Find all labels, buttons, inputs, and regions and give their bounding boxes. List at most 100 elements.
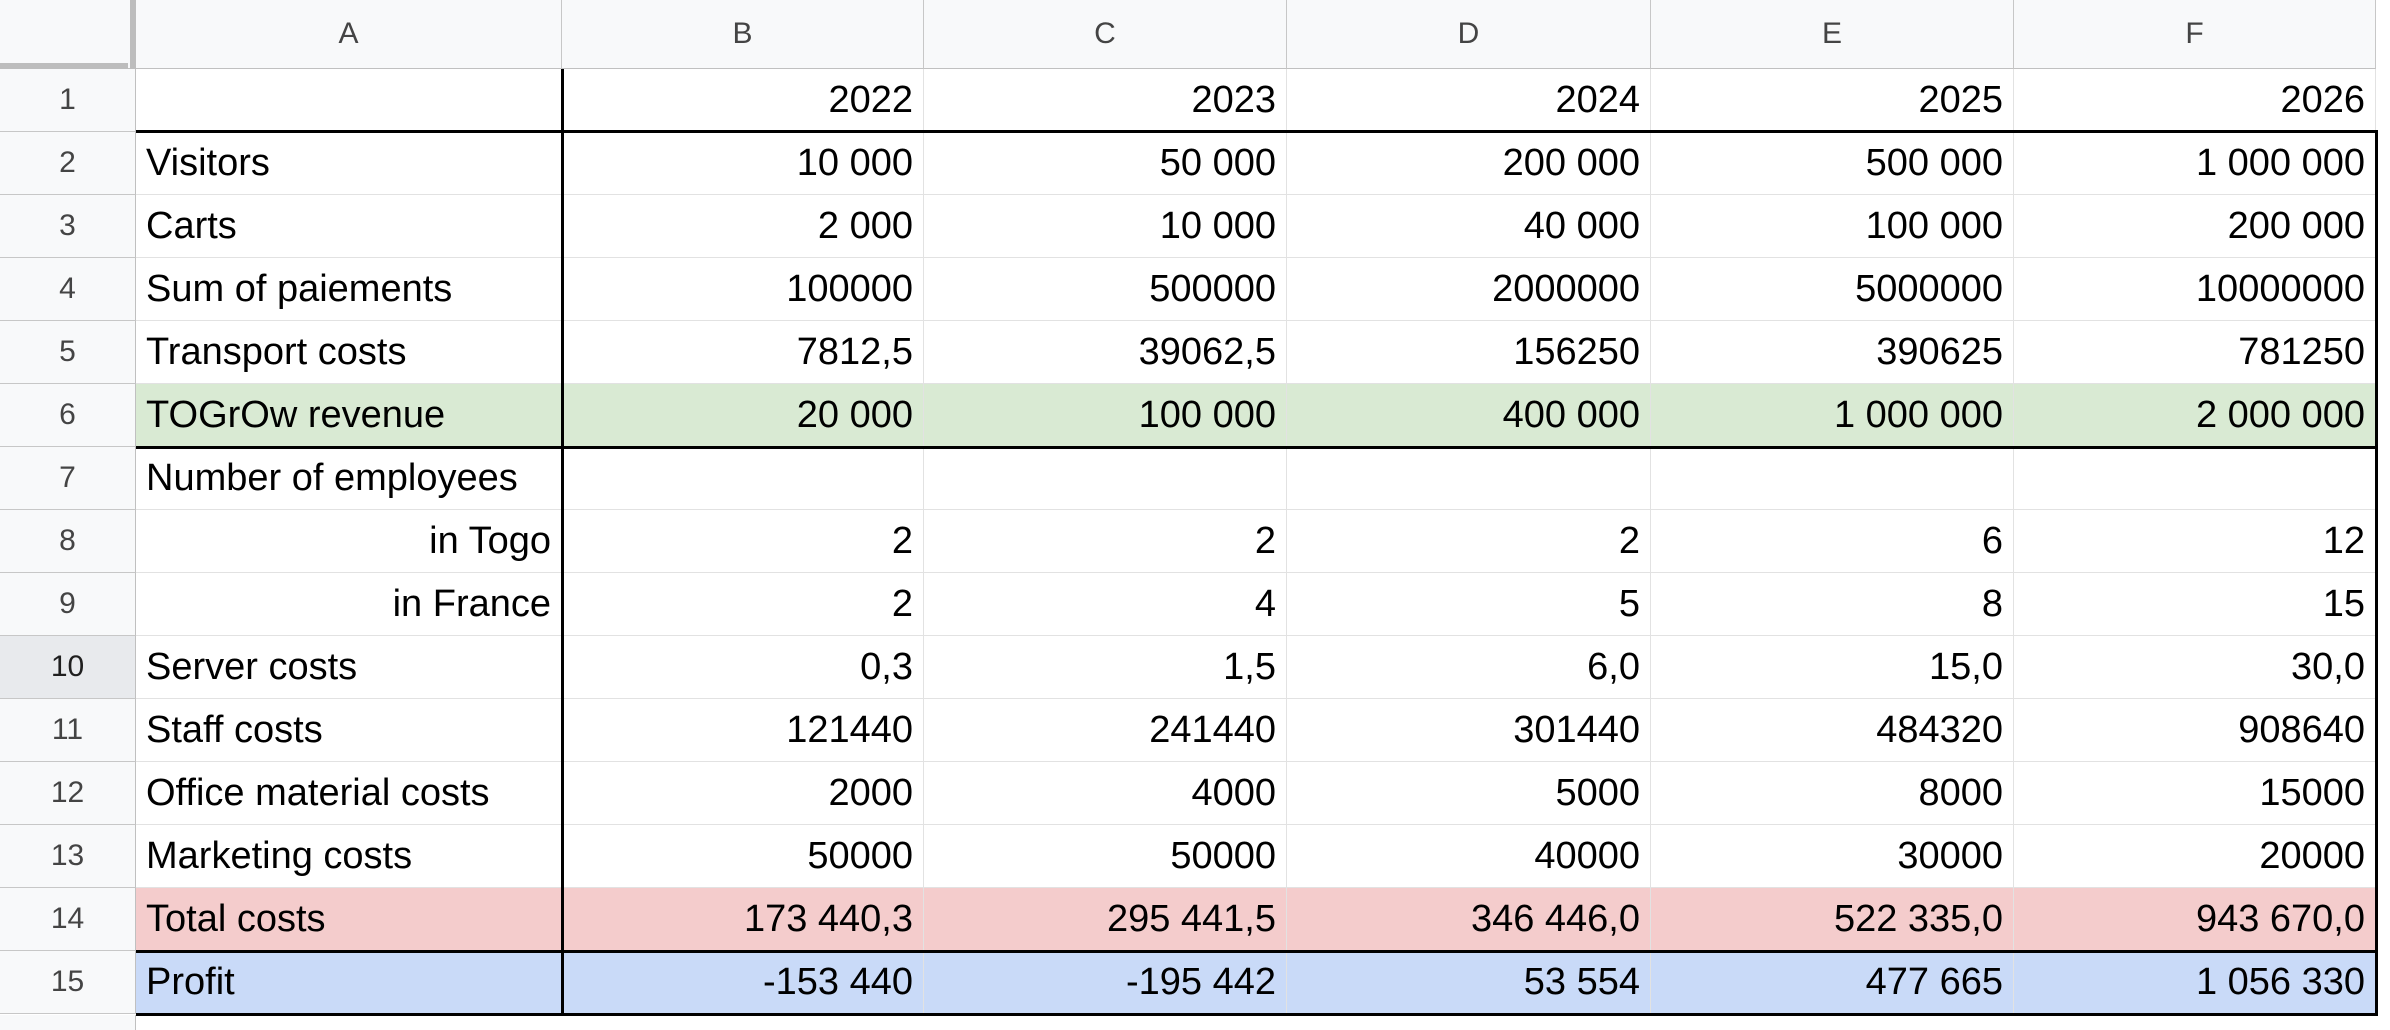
cell-a6[interactable]: TOGrOw revenue	[136, 384, 562, 447]
cell-e15[interactable]: 477 665	[1651, 951, 2014, 1014]
cell-b15[interactable]: -153 440	[562, 951, 924, 1014]
cell-f6[interactable]: 2 000 000	[2014, 384, 2376, 447]
cell-c14[interactable]: 295 441,5	[924, 888, 1287, 951]
cell-b9[interactable]: 2	[562, 573, 924, 636]
cell-c8[interactable]: 2	[924, 510, 1287, 573]
cell-d11[interactable]: 301440	[1287, 699, 1651, 762]
cell-e12[interactable]: 8000	[1651, 762, 2014, 825]
column-header-d[interactable]: D	[1287, 0, 1651, 69]
cell-d3[interactable]: 40 000	[1287, 195, 1651, 258]
cell-f13[interactable]: 20000	[2014, 825, 2376, 888]
cell-e11[interactable]: 484320	[1651, 699, 2014, 762]
cell-d10[interactable]: 6,0	[1287, 636, 1651, 699]
cell-b5[interactable]: 7812,5	[562, 321, 924, 384]
cell-d13[interactable]: 40000	[1287, 825, 1651, 888]
row-header-13[interactable]: 13	[0, 825, 136, 888]
cell-d2[interactable]: 200 000	[1287, 132, 1651, 195]
cell-f5[interactable]: 781250	[2014, 321, 2376, 384]
cell-e13[interactable]: 30000	[1651, 825, 2014, 888]
cell-b2[interactable]: 10 000	[562, 132, 924, 195]
cell-d1[interactable]: 2024	[1287, 69, 1651, 132]
cell-e5[interactable]: 390625	[1651, 321, 2014, 384]
cell-a13[interactable]: Marketing costs	[136, 825, 562, 888]
column-header-e[interactable]: E	[1651, 0, 2014, 69]
cell-c2[interactable]: 50 000	[924, 132, 1287, 195]
cell-f7[interactable]	[2014, 447, 2376, 510]
cell-f11[interactable]: 908640	[2014, 699, 2376, 762]
cell-f10[interactable]: 30,0	[2014, 636, 2376, 699]
row-header-15[interactable]: 15	[0, 951, 136, 1014]
cell-e7[interactable]	[1651, 447, 2014, 510]
cell-d4[interactable]: 2000000	[1287, 258, 1651, 321]
cell-f9[interactable]: 15	[2014, 573, 2376, 636]
cell-a2[interactable]: Visitors	[136, 132, 562, 195]
cell-a4[interactable]: Sum of paiements	[136, 258, 562, 321]
row-header-5[interactable]: 5	[0, 321, 136, 384]
cell-d8[interactable]: 2	[1287, 510, 1651, 573]
cell-e9[interactable]: 8	[1651, 573, 2014, 636]
cell-c6[interactable]: 100 000	[924, 384, 1287, 447]
row-header-4[interactable]: 4	[0, 258, 136, 321]
cell-f8[interactable]: 12	[2014, 510, 2376, 573]
cell-e2[interactable]: 500 000	[1651, 132, 2014, 195]
cell-e10[interactable]: 15,0	[1651, 636, 2014, 699]
cell-b6[interactable]: 20 000	[562, 384, 924, 447]
row-header-9[interactable]: 9	[0, 573, 136, 636]
cell-f15[interactable]: 1 056 330	[2014, 951, 2376, 1014]
row-header-2[interactable]: 2	[0, 132, 136, 195]
cell-c3[interactable]: 10 000	[924, 195, 1287, 258]
row-header-1[interactable]: 1	[0, 69, 136, 132]
cell-f1[interactable]: 2026	[2014, 69, 2376, 132]
cell-a10[interactable]: Server costs	[136, 636, 562, 699]
cell-d15[interactable]: 53 554	[1287, 951, 1651, 1014]
cell-c1[interactable]: 2023	[924, 69, 1287, 132]
cell-e4[interactable]: 5000000	[1651, 258, 2014, 321]
cell-c5[interactable]: 39062,5	[924, 321, 1287, 384]
cell-c9[interactable]: 4	[924, 573, 1287, 636]
row-header-14[interactable]: 14	[0, 888, 136, 951]
row-header-12[interactable]: 12	[0, 762, 136, 825]
cell-f14[interactable]: 943 670,0	[2014, 888, 2376, 951]
cell-c10[interactable]: 1,5	[924, 636, 1287, 699]
cell-c13[interactable]: 50000	[924, 825, 1287, 888]
cell-e6[interactable]: 1 000 000	[1651, 384, 2014, 447]
cell-f3[interactable]: 200 000	[2014, 195, 2376, 258]
cell-a7[interactable]: Number of employees	[136, 447, 562, 510]
row-header-3[interactable]: 3	[0, 195, 136, 258]
cell-f2[interactable]: 1 000 000	[2014, 132, 2376, 195]
cell-b1[interactable]: 2022	[562, 69, 924, 132]
cell-d14[interactable]: 346 446,0	[1287, 888, 1651, 951]
cell-d9[interactable]: 5	[1287, 573, 1651, 636]
row-header-6[interactable]: 6	[0, 384, 136, 447]
column-header-c[interactable]: C	[924, 0, 1287, 69]
cell-e1[interactable]: 2025	[1651, 69, 2014, 132]
cell-c4[interactable]: 500000	[924, 258, 1287, 321]
cell-a8[interactable]: in Togo	[136, 510, 562, 573]
cell-b7[interactable]	[562, 447, 924, 510]
select-all-corner[interactable]	[0, 0, 136, 69]
cell-b14[interactable]: 173 440,3	[562, 888, 924, 951]
row-header-8[interactable]: 8	[0, 510, 136, 573]
column-header-b[interactable]: B	[562, 0, 924, 69]
cell-a11[interactable]: Staff costs	[136, 699, 562, 762]
cell-b10[interactable]: 0,3	[562, 636, 924, 699]
row-header-16[interactable]	[0, 1015, 136, 1030]
cell-b8[interactable]: 2	[562, 510, 924, 573]
cell-c12[interactable]: 4000	[924, 762, 1287, 825]
cell-f12[interactable]: 15000	[2014, 762, 2376, 825]
column-header-f[interactable]: F	[2014, 0, 2376, 69]
cell-a5[interactable]: Transport costs	[136, 321, 562, 384]
cell-a14[interactable]: Total costs	[136, 888, 562, 951]
cell-a12[interactable]: Office material costs	[136, 762, 562, 825]
row-header-7[interactable]: 7	[0, 447, 136, 510]
column-header-a[interactable]: A	[136, 0, 562, 69]
cell-e14[interactable]: 522 335,0	[1651, 888, 2014, 951]
cell-d5[interactable]: 156250	[1287, 321, 1651, 384]
cell-f4[interactable]: 10000000	[2014, 258, 2376, 321]
row-header-11[interactable]: 11	[0, 699, 136, 762]
row-header-10[interactable]: 10	[0, 636, 136, 699]
cell-b4[interactable]: 100000	[562, 258, 924, 321]
cell-d12[interactable]: 5000	[1287, 762, 1651, 825]
cell-b3[interactable]: 2 000	[562, 195, 924, 258]
